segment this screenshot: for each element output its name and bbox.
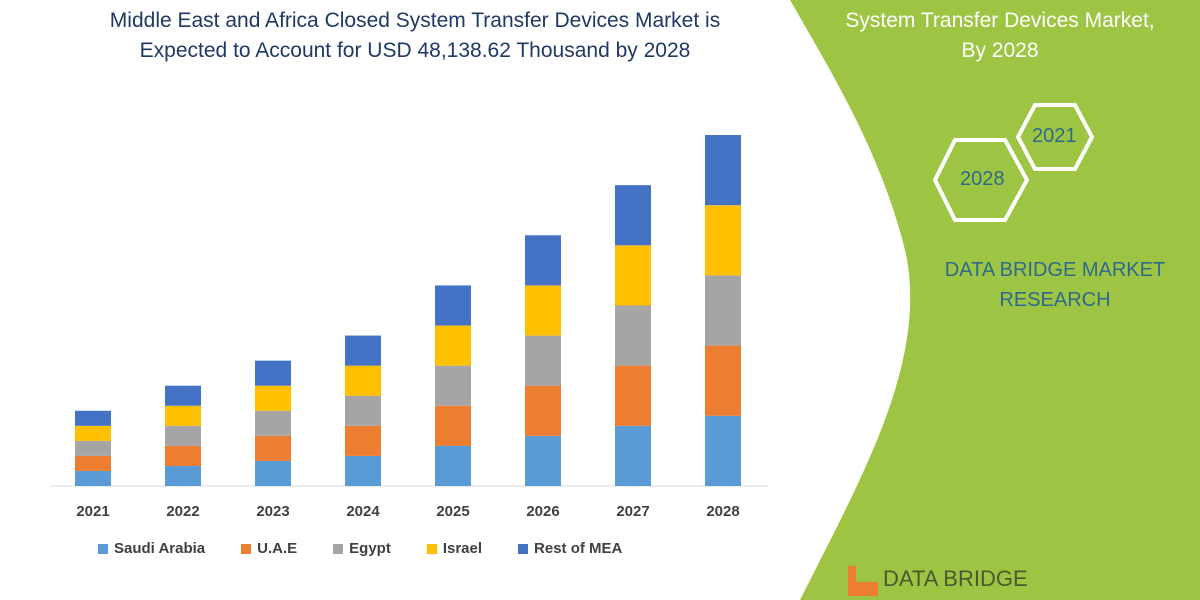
bar-2023-israel (255, 385, 291, 411)
hex-label-2021: 2021 (1032, 125, 1077, 147)
bar-2025-u-a-e (435, 405, 471, 446)
bar-2026-u-a-e (525, 385, 561, 436)
legend-swatch (98, 543, 108, 554)
legend-swatch (333, 543, 344, 554)
x-tick-label: 2022 (166, 503, 200, 520)
brand-line-1: DATA BRIDGE MARKET (944, 259, 1166, 281)
bar-2022-u-a-e (165, 445, 201, 466)
x-tick-label: 2025 (436, 503, 470, 520)
logo-icon (848, 566, 878, 596)
chart-title: Middle East and Africa Closed System Tra… (40, 6, 790, 66)
legend-swatch (241, 543, 252, 554)
bar-2024-egypt (345, 395, 381, 426)
bar-2027-saudi-arabia (615, 425, 651, 486)
hexagon-2021 (1015, 103, 1095, 171)
bar-2026-israel (525, 285, 561, 336)
legend-label: Rest of MEA (534, 540, 623, 557)
bar-2028-u-a-e (705, 345, 741, 416)
bar-2023-u-a-e (255, 435, 291, 461)
bar-2024-saudi-arabia (345, 455, 381, 486)
bar-2025-rest-of-mea (435, 285, 471, 326)
hex-label-2028: 2028 (960, 168, 1005, 190)
legend-label: Saudi Arabia (114, 540, 206, 557)
bar-2021-u-a-e (75, 455, 111, 471)
bar-2028-israel (705, 205, 741, 276)
title-line-2: Expected to Account for USD 48,138.62 Th… (139, 39, 691, 62)
legend-item: Saudi Arabia (98, 540, 205, 557)
bar-2025-israel (435, 325, 471, 366)
bar-2027-israel (615, 245, 651, 306)
bar-2021-israel (75, 425, 111, 441)
bar-2021-saudi-arabia (75, 470, 111, 486)
bar-2025-saudi-arabia (435, 445, 471, 486)
legend-item: Israel (426, 540, 483, 557)
bar-2022-saudi-arabia (165, 465, 201, 486)
side-title: System Transfer Devices Market, By 2028 (810, 6, 1190, 66)
bar-2027-u-a-e (615, 365, 651, 426)
x-tick-label: 2027 (616, 503, 650, 520)
bar-2024-u-a-e (345, 425, 381, 456)
x-tick-label: 2026 (526, 503, 560, 520)
legend-item: Rest of MEA (518, 540, 622, 557)
green-panel (790, 0, 1200, 600)
brand-line-2: RESEARCH (999, 289, 1111, 311)
bar-2026-egypt (525, 335, 561, 386)
legend-swatch (518, 543, 529, 554)
side-title-line-1: System Transfer Devices Market, (845, 9, 1155, 32)
bar-2021-egypt (75, 440, 111, 456)
side-title-line-2: By 2028 (961, 39, 1039, 62)
legend-label: U.A.E (257, 540, 298, 557)
bar-2021-rest-of-mea (75, 410, 111, 426)
bar-2023-saudi-arabia (255, 460, 291, 486)
bar-2023-rest-of-mea (255, 360, 291, 386)
bar-2028-rest-of-mea (705, 135, 741, 206)
bar-2027-egypt (615, 305, 651, 366)
bar-2027-rest-of-mea (615, 185, 651, 246)
bar-2022-rest-of-mea (165, 385, 201, 406)
bar-2026-rest-of-mea (525, 235, 561, 286)
x-tick-label: 2028 (706, 503, 740, 520)
bar-2024-israel (345, 365, 381, 396)
brand-text: DATA BRIDGE MARKET RESEARCH (920, 255, 1190, 315)
x-tick-label: 2024 (346, 503, 380, 520)
legend-label: Egypt (349, 540, 391, 557)
bar-2022-egypt (165, 425, 201, 446)
hexagon-2028 (932, 138, 1030, 222)
bar-2024-rest-of-mea (345, 335, 381, 366)
bar-2025-egypt (435, 365, 471, 406)
bar-2028-saudi-arabia (705, 415, 741, 486)
bar-2022-israel (165, 405, 201, 426)
bars (75, 135, 741, 486)
legend-item: U.A.E (241, 540, 297, 557)
legend: Saudi Arabia U.A.E Egypt Israel Rest of MEA (98, 540, 658, 557)
bar-2023-egypt (255, 410, 291, 436)
bar-2028-egypt (705, 275, 741, 346)
legend-swatch (426, 543, 437, 554)
legend-item: Egypt (333, 540, 391, 557)
title-line-1: Middle East and Africa Closed System Tra… (109, 9, 721, 32)
legend-label: Israel (442, 540, 483, 557)
x-tick-label: 2023 (256, 503, 290, 520)
x-tick-label: 2021 (76, 503, 110, 520)
bar-2026-saudi-arabia (525, 435, 561, 486)
logo-text: DATA BRIDGE (883, 566, 1028, 591)
